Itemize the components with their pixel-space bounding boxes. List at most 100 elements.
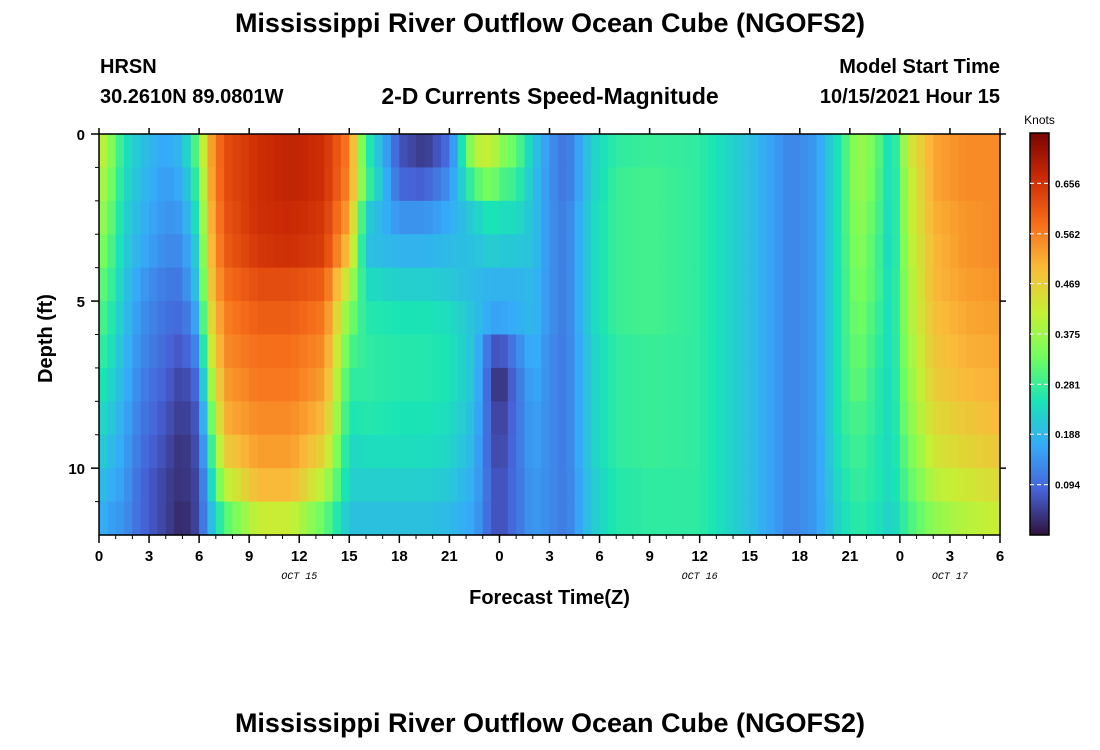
heatmap-cell	[390, 134, 400, 169]
heatmap-cell	[507, 434, 517, 469]
heatmap-cell	[499, 367, 509, 402]
heatmap-cell	[958, 267, 968, 302]
heatmap-cell	[591, 367, 601, 402]
heatmap-cell	[624, 501, 634, 536]
heatmap-cell	[833, 167, 843, 202]
heatmap-cell	[991, 367, 1001, 402]
heatmap-cell	[107, 234, 117, 269]
heatmap-cell	[499, 200, 509, 235]
heatmap-cell	[949, 200, 959, 235]
heatmap-cell	[657, 468, 667, 503]
heatmap-cell	[616, 468, 626, 503]
heatmap-cell	[157, 167, 167, 202]
heatmap-cell	[107, 200, 117, 235]
heatmap-cell	[691, 200, 701, 235]
heatmap-cell	[107, 434, 117, 469]
heatmap-cell	[365, 301, 375, 336]
heatmap-cell	[299, 401, 309, 436]
heatmap-cell	[482, 367, 492, 402]
heatmap-cell	[499, 334, 509, 369]
heatmap-cell	[758, 501, 767, 536]
heatmap-cell	[983, 200, 993, 235]
heatmap-cell	[207, 167, 217, 202]
heatmap-cell	[140, 334, 150, 369]
heatmap-cell	[899, 434, 909, 469]
heatmap-cell	[808, 367, 818, 402]
heatmap-cell	[949, 334, 959, 369]
heatmap-cell	[374, 301, 384, 336]
heatmap-cell	[507, 267, 517, 302]
date-label: OCT 16	[682, 572, 718, 583]
heatmap-cell	[224, 134, 234, 169]
heatmap-cell	[157, 501, 167, 536]
heatmap-cell	[499, 434, 509, 469]
heatmap-cell	[466, 367, 476, 402]
heatmap-cell	[115, 367, 125, 402]
heatmap-cell	[466, 200, 476, 235]
heatmap-cell	[874, 401, 884, 436]
heatmap-cell	[182, 234, 192, 269]
heatmap-cell	[149, 267, 158, 302]
heatmap-cell	[115, 401, 125, 436]
heatmap-cell	[866, 267, 876, 302]
heatmap-cell	[549, 468, 559, 503]
heatmap-cell	[482, 200, 492, 235]
heatmap-cell	[949, 134, 959, 169]
x-tick-label: 0	[495, 548, 503, 565]
heatmap-cell	[290, 167, 300, 202]
heatmap-cell	[924, 167, 934, 202]
heatmap-cell	[399, 434, 409, 469]
heatmap-cell	[149, 200, 158, 235]
heatmap-cell	[591, 267, 601, 302]
heatmap-cell	[474, 134, 484, 169]
heatmap-cell	[916, 334, 926, 369]
heatmap-cell	[716, 434, 726, 469]
heatmap-cell	[441, 434, 450, 469]
heatmap-cell	[215, 200, 225, 235]
heatmap-cell	[207, 501, 217, 536]
heatmap-cell	[557, 468, 567, 503]
heatmap-cell	[407, 367, 417, 402]
heatmap-cell	[107, 468, 117, 503]
heatmap-cell	[374, 334, 384, 369]
heatmap-cell	[816, 267, 826, 302]
heatmap-cell	[257, 367, 267, 402]
heatmap-cell	[249, 167, 259, 202]
heatmap-cell	[783, 468, 793, 503]
heatmap-cell	[649, 234, 659, 269]
heatmap-cell	[808, 334, 818, 369]
heatmap-cell	[507, 501, 517, 536]
heatmap-cell	[716, 134, 726, 169]
heatmap-cell	[207, 267, 217, 302]
heatmap-cell	[591, 501, 601, 536]
heatmap-cell	[357, 367, 367, 402]
heatmap-cell	[491, 501, 501, 536]
heatmap-cell	[307, 301, 317, 336]
heatmap-cell	[240, 267, 250, 302]
heatmap-cell	[783, 200, 793, 235]
heatmap-cell	[257, 234, 267, 269]
x-tick-label: 9	[245, 548, 253, 565]
heatmap-cell	[249, 367, 259, 402]
heatmap-cell	[466, 301, 476, 336]
heatmap-cell	[299, 200, 309, 235]
y-axis-label: Depth (ft)	[35, 294, 57, 383]
heatmap-cell	[282, 267, 292, 302]
heatmap-cell	[599, 334, 609, 369]
heatmap-cell	[682, 501, 692, 536]
heatmap-cell	[466, 234, 476, 269]
heatmap-cell	[791, 234, 801, 269]
heatmap-cell	[357, 267, 367, 302]
heatmap-cell	[190, 367, 200, 402]
heatmap-cell	[682, 167, 692, 202]
heatmap-cell	[841, 401, 851, 436]
heatmap-cell	[149, 334, 158, 369]
heatmap-cell	[749, 334, 759, 369]
heatmap-cell	[632, 334, 642, 369]
heatmap-cell	[224, 301, 234, 336]
heatmap-cell	[924, 234, 934, 269]
heatmap-cell	[199, 200, 209, 235]
heatmap-cell	[766, 468, 776, 503]
heatmap-cell	[949, 468, 959, 503]
heatmap-cell	[457, 134, 467, 169]
